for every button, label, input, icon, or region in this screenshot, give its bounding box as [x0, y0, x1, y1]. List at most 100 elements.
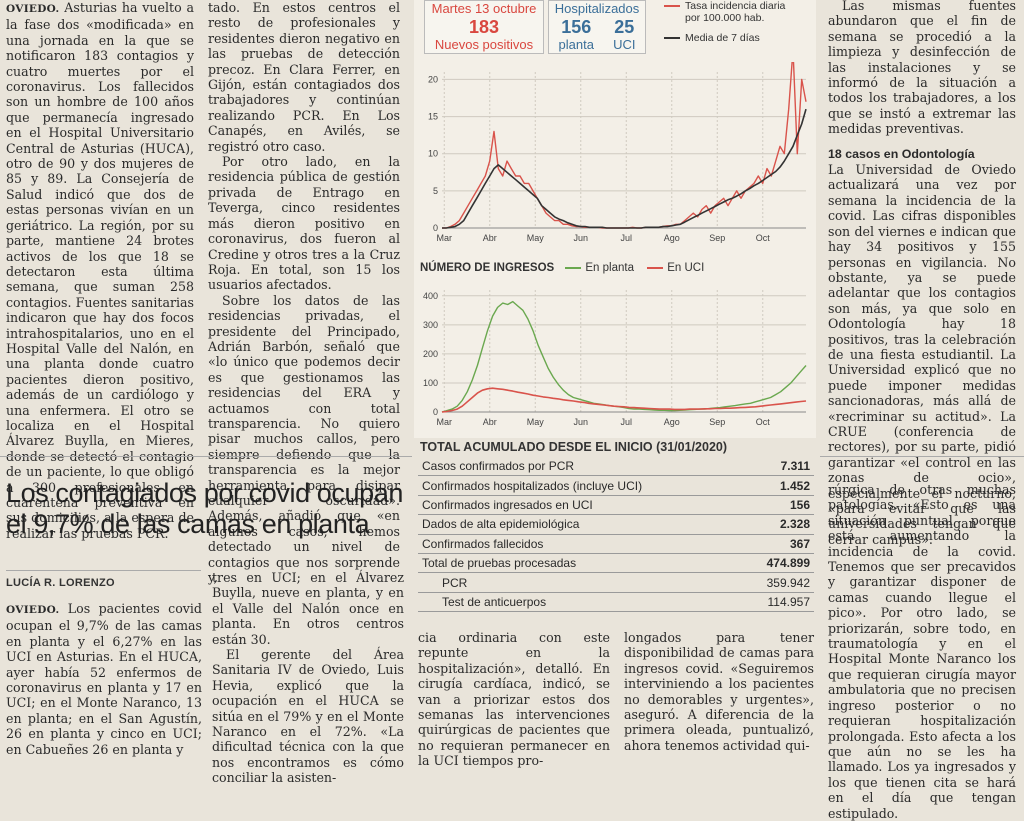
byline-rule — [6, 570, 201, 571]
legend-planta-label: En planta — [585, 262, 634, 274]
table-row-value: 114.957 — [741, 592, 814, 613]
x-tick-label: Sep — [709, 233, 725, 243]
table-row-label: Confirmados hospitalizados (incluye UCI) — [418, 475, 742, 496]
table-row-label: Test de anticuerpos — [418, 592, 742, 613]
stat-uci-value: 25 — [614, 17, 635, 37]
stat-new-positive-label: Nuevos positivos — [434, 37, 534, 52]
x-tick-label: Ago — [664, 233, 680, 243]
legend-avg-label: Media de 7 días — [685, 32, 760, 44]
article-column-4: Las mismas fuentes abundaron que el fin … — [828, 0, 1016, 547]
paragraph: longados para tener disponibilidad de ca… — [624, 630, 814, 753]
x-tick-label: May — [527, 233, 545, 243]
y-tick-label: 20 — [428, 74, 438, 84]
series-line — [441, 300, 807, 413]
table-row-label: PCR — [418, 572, 742, 593]
stat-planta-value: 156 — [561, 17, 592, 37]
y-tick-label: 0 — [433, 223, 438, 233]
legend-swatch-red — [664, 5, 680, 8]
byline: LUCÍA R. LORENZO — [6, 577, 115, 589]
infographic-panel — [414, 0, 816, 438]
x-tick-label: Jun — [574, 233, 589, 243]
lead-city: OVIEDO. — [6, 604, 60, 616]
x-tick-label: Oct — [756, 233, 771, 243]
y-tick-label: 200 — [423, 349, 438, 359]
stat-hosp-label: Hospitalizados — [554, 1, 640, 16]
table-row-value: 156 — [741, 495, 814, 516]
x-tick-label: Jul — [621, 233, 633, 243]
article-column-2: tado. En estos centros el resto de profe… — [208, 0, 400, 585]
legend-rate-label-2: por 100.000 hab. — [685, 12, 765, 24]
table-row: Confirmados hospitalizados (incluye UCI)… — [418, 475, 814, 496]
legend-swatch-red — [647, 266, 664, 269]
y-tick-label: 10 — [428, 149, 438, 159]
chart2-title: NÚMERO DE INGRESOS — [420, 262, 555, 274]
headline: Los contagiados por covid ocupan el 9,7%… — [6, 478, 403, 539]
chart1-legend: Tasa incidencia diaria por 100.000 hab. … — [664, 0, 814, 44]
table-row: Confirmados fallecidos 367 — [418, 534, 814, 554]
table-row: Confirmados ingresados en UCI 156 — [418, 495, 814, 516]
x-tick-label: Oct — [756, 417, 771, 427]
stat-new-positive-value: 183 — [468, 17, 500, 37]
legend-uci-label: En UCI — [667, 262, 705, 274]
section-divider — [820, 456, 1024, 457]
article-column-b5: rúrgica de otras muchas patologías. «Est… — [828, 482, 1016, 821]
table-row: Dados de alta epidemiológica 2.328 — [418, 514, 814, 535]
admissions-chart: 0 100 200 300 400 Mar Abr May Jun Jul Ago Sep Oct — [423, 290, 807, 427]
paragraph: Las mismas fuentes abundaron que el fin … — [828, 0, 1016, 137]
table-row-value: 474.899 — [741, 553, 814, 574]
incidence-chart: 0 5 10 15 20 Mar Abr May Jun Jul Ago Sep Oct — [428, 62, 807, 243]
article-column-b2: tres en UCI; en el Álvarez Buylla, nueve… — [212, 570, 404, 786]
x-tick-label: Jul — [621, 417, 633, 427]
table-row-label: Casos confirmados por PCR — [418, 457, 742, 477]
x-tick-label: Abr — [483, 417, 497, 427]
y-tick-label: 5 — [433, 186, 438, 196]
table-row-value: 7.311 — [741, 457, 814, 477]
table-row: Total de pruebas procesadas 474.899 — [418, 553, 814, 574]
table-row-label: Confirmados ingresados en UCI — [418, 495, 742, 516]
legend-item-rate: Tasa incidencia diaria — [664, 0, 814, 12]
table-row-label: Total de pruebas procesadas — [418, 553, 742, 574]
paragraph: tado. En estos centros el resto de profe… — [208, 0, 400, 154]
legend-item-avg: Media de 7 días — [664, 32, 814, 44]
y-tick-label: 15 — [428, 112, 438, 122]
chart2-legend: NÚMERO DE INGRESOS En planta En UCI — [420, 262, 704, 274]
table-row: Casos confirmados por PCR 7.311 — [418, 457, 814, 477]
x-tick-label: Abr — [483, 233, 497, 243]
paragraph: Sobre los datos de las residencias priva… — [208, 292, 400, 586]
article-column-b4: longados para tener disponibilidad de ca… — [624, 630, 814, 753]
section-divider — [0, 456, 412, 457]
series-line — [442, 62, 807, 229]
subhead: 18 casos en Odontología — [828, 146, 975, 161]
paragraph: Asturias ha vuelto a la fase dos «modifi… — [6, 0, 194, 541]
series-line — [441, 387, 807, 413]
table-row-value: 1.452 — [741, 475, 814, 496]
stat-new-positive: Martes 13 octubre 183 Nuevos positivos — [424, 0, 544, 54]
stat-date: Martes 13 octubre — [431, 1, 537, 16]
x-tick-label: Sep — [709, 417, 725, 427]
table-row-value: 2.328 — [741, 514, 814, 535]
x-tick-label: Mar — [437, 233, 453, 243]
y-tick-label: 100 — [423, 378, 438, 388]
table-row: PCR 359.942 — [418, 572, 814, 593]
stat-hospitalized: Hospitalizados 156 planta 25 UCI — [548, 0, 646, 54]
paragraph: La Universidad de Oviedo actualizará una… — [828, 162, 1016, 547]
table-row-label: Dados de alta epidemiológica — [418, 514, 742, 535]
table-row-label: Confirmados fallecidos — [418, 534, 742, 554]
stat-planta-label: planta — [558, 37, 594, 52]
y-tick-label: 400 — [423, 291, 438, 301]
article-column-b1: OVIEDO. Los pacientes covid ocupan el 9,… — [6, 601, 202, 757]
x-tick-label: Jun — [574, 417, 589, 427]
paragraph: tres en UCI; en el Álvarez Buylla, nueve… — [212, 570, 404, 647]
article-column-b3: cia ordinaria con este repunte en la hos… — [418, 630, 610, 769]
series-line — [442, 108, 807, 229]
paragraph: Por otro lado, en la residencia pública … — [208, 154, 400, 293]
x-tick-label: Mar — [437, 417, 453, 427]
y-tick-label: 0 — [433, 407, 438, 417]
y-tick-label: 300 — [423, 320, 438, 330]
table-row: Test de anticuerpos 114.957 — [418, 592, 814, 613]
lead-city: OVIEDO. — [6, 3, 60, 15]
paragraph: cia ordinaria con este repunte en la hos… — [418, 630, 610, 769]
article-column-1: OVIEDO. Asturias ha vuelto a la fase dos… — [6, 0, 194, 541]
legend-rate-label: Tasa incidencia diaria — [685, 0, 786, 12]
totals-table: Casos confirmados por PCR 7.311 Confirmado… — [418, 457, 814, 613]
